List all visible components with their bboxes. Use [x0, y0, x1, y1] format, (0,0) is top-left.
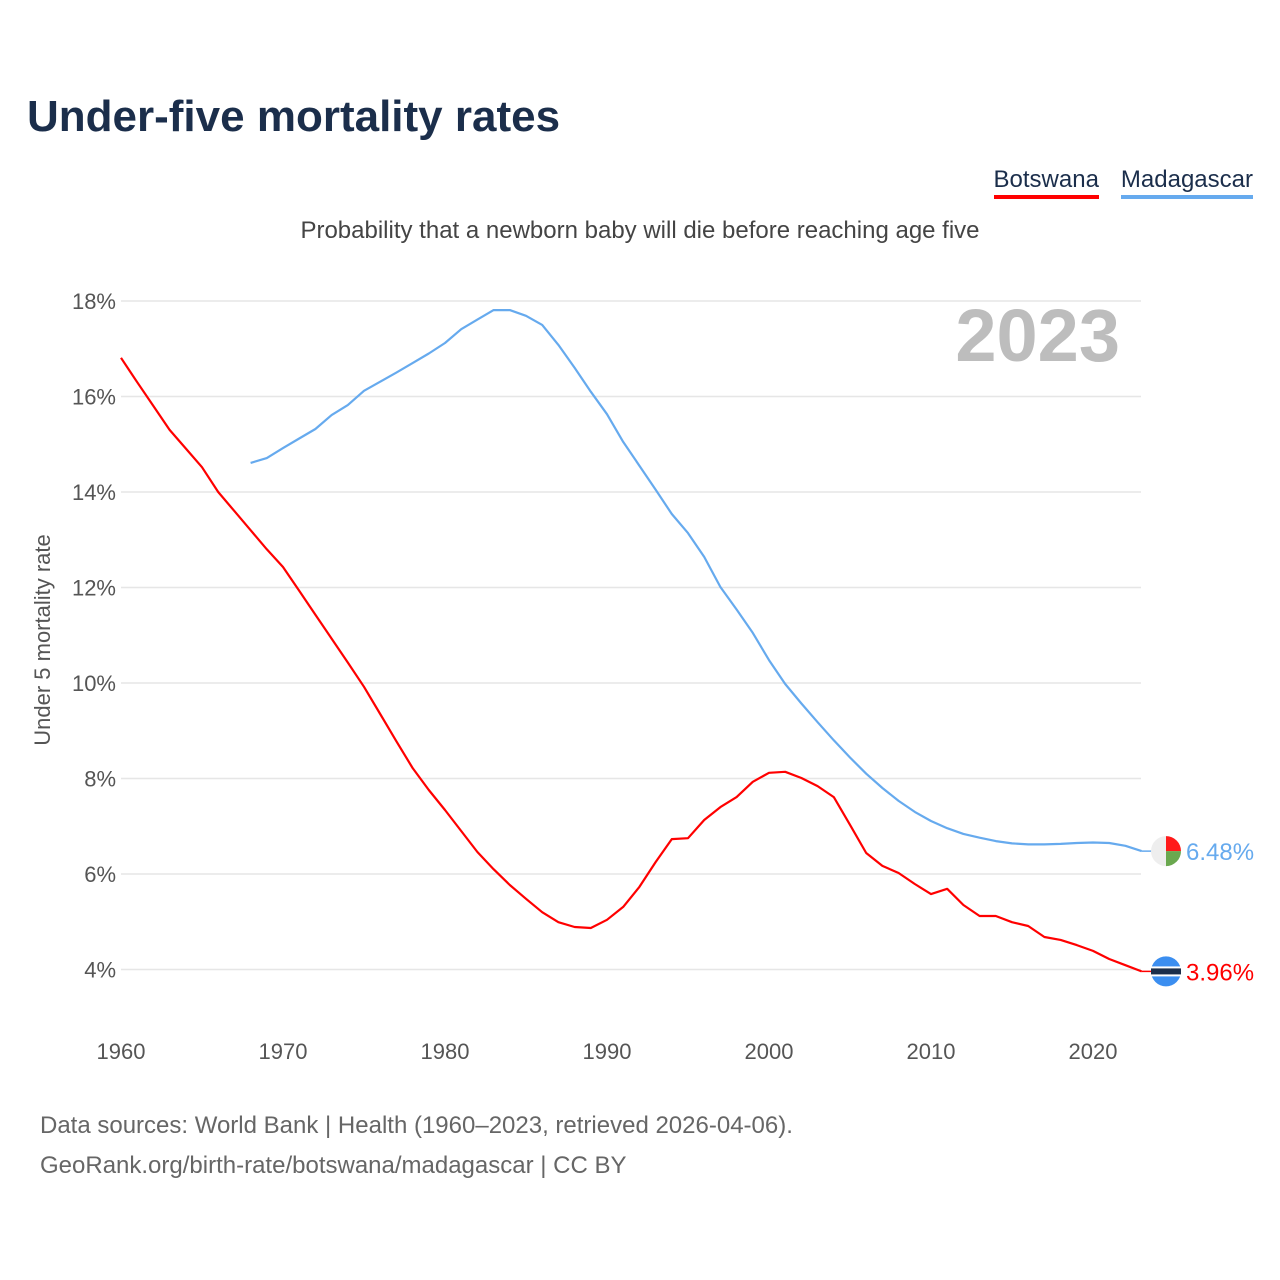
end-value-label: 6.48% — [1186, 839, 1254, 866]
legend-item-madagascar[interactable]: Madagascar — [1120, 166, 1253, 199]
source-link[interactable]: GeoRank.org/birth-rate/botswana/madagasc… — [40, 1152, 627, 1179]
y-tick-label: 4% — [84, 958, 116, 983]
year-label: 2023 — [955, 294, 1120, 377]
footer: Data sources: World Bank | Health (1960–… — [40, 1106, 793, 1186]
chart-subtitle: Probability that a newborn baby will die… — [300, 217, 980, 244]
data-source: Data sources: World Bank | Health (1960–… — [40, 1112, 793, 1139]
flag-green-part — [1166, 851, 1181, 867]
x-tick-label: 1980 — [421, 1039, 470, 1064]
flag-stripe — [1151, 968, 1181, 975]
y-tick-label: 14% — [72, 480, 116, 505]
x-tick-label: 2000 — [745, 1039, 794, 1064]
y-axis-label: Under 5 mortality rate — [30, 534, 55, 746]
x-tick-label: 2010 — [907, 1039, 956, 1064]
y-tick-label: 18% — [72, 289, 116, 314]
y-tick-label: 8% — [84, 767, 116, 792]
y-tick-label: 12% — [72, 576, 116, 601]
series-line-madagascar — [250, 309, 1142, 853]
end-value-label: 3.96% — [1186, 959, 1254, 986]
y-tick-label: 10% — [72, 671, 116, 696]
x-tick-label: 1960 — [97, 1039, 146, 1064]
y-tick-label: 6% — [84, 862, 116, 887]
page-title: Under-five mortality rates — [27, 92, 561, 141]
x-tick-label: 1970 — [259, 1039, 308, 1064]
x-tick-label: 1990 — [583, 1039, 632, 1064]
y-tick-label: 16% — [72, 385, 116, 410]
flag-red-part — [1166, 836, 1181, 852]
legend: Botswana Madagascar — [993, 166, 1253, 199]
x-tick-label: 2020 — [1069, 1039, 1118, 1064]
series-line-botswana — [120, 357, 1142, 973]
legend-item-botswana[interactable]: Botswana — [993, 166, 1099, 199]
